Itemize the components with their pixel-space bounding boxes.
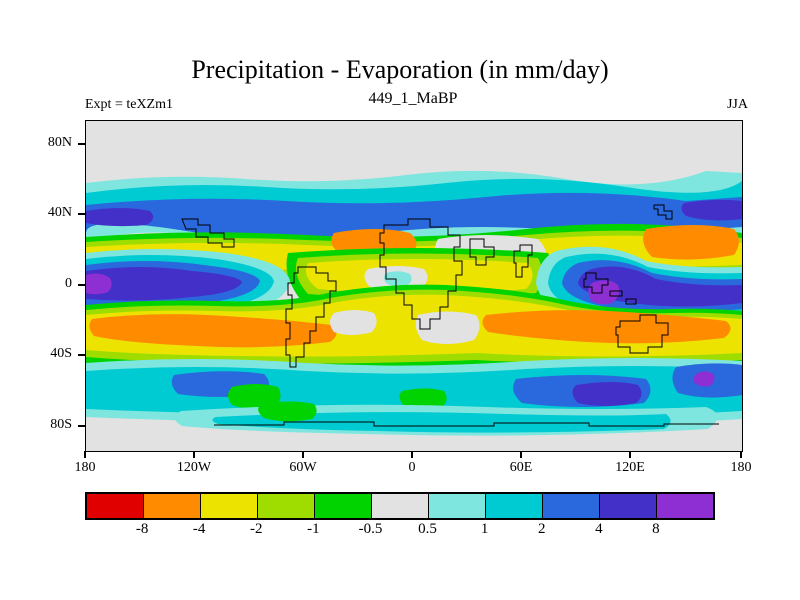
contour-band: [588, 280, 620, 305]
colorbar-tick-label: -2: [250, 521, 263, 537]
contour-band: [212, 412, 671, 433]
coastline-path: [513, 244, 533, 278]
lon-tick-mark: [629, 451, 631, 458]
coastline-path: [609, 290, 623, 297]
coastline-path: [285, 266, 337, 368]
contour-band: [578, 266, 742, 307]
lon-tick-label: 0: [408, 460, 416, 475]
lat-tick-mark: [78, 425, 85, 427]
contour-band: [681, 199, 742, 221]
colorbar-labels: -8 -4 -2 -1 -0.5 0.5 1 2 4 8: [85, 521, 713, 541]
contour-band: [86, 267, 242, 301]
lat-tick-label: 80S: [50, 417, 72, 432]
lon-tick-label: 60E: [509, 460, 533, 475]
longitude-axis: 180 120W 60W 0 60E 120E 180: [75, 451, 752, 481]
experiment-label: Expt = teXZm1: [85, 97, 173, 112]
colorbar-tick-label: 2: [537, 521, 546, 537]
coastline-path: [379, 218, 463, 330]
map-svg: [86, 170, 742, 436]
coastline-path: [615, 314, 669, 354]
colorbar-cell: [486, 494, 543, 518]
contour-band: [86, 208, 154, 227]
colorbar-cell: [543, 494, 600, 518]
lat-tick-mark: [78, 284, 85, 286]
contour-band: [399, 388, 447, 410]
lat-tick-label: 80N: [47, 135, 72, 150]
lat-tick-label: 40N: [47, 205, 72, 220]
contour-band: [693, 371, 715, 387]
lon-tick-mark: [520, 451, 522, 458]
colorbar-cell: [258, 494, 315, 518]
contour-band: [482, 310, 731, 344]
colorbar-cell: [600, 494, 657, 518]
coastline-path: [181, 218, 235, 248]
contour-band: [572, 382, 642, 406]
lat-tick-mark: [78, 143, 85, 145]
lon-tick-mark: [740, 451, 742, 458]
lon-tick-label: 120W: [176, 460, 212, 475]
lon-tick-mark: [302, 451, 304, 458]
lat-tick-label: 40S: [50, 346, 72, 361]
figure-subtitle: 449_1_MaBP: [368, 90, 458, 107]
coastline-path: [469, 238, 495, 266]
colorbar-tick-label: -4: [192, 521, 206, 537]
colorbar-tick-label: 0.5: [418, 521, 437, 537]
coastline-path: [583, 272, 609, 294]
coastline-path: [653, 204, 673, 220]
coastline-path: [214, 421, 719, 427]
colorbar-tick-label: 8: [652, 521, 660, 537]
lon-tick-label: 60W: [289, 460, 317, 475]
colorbar-tick-label: -8: [135, 521, 149, 537]
colorbar-cell: [201, 494, 258, 518]
lon-tick-label: 120E: [615, 460, 645, 475]
colorbar-tick-label: 4: [595, 521, 603, 537]
lon-tick-mark: [411, 451, 413, 458]
map-plot: [85, 120, 743, 452]
contour-band: [228, 384, 281, 409]
colorbar-cell: [87, 494, 144, 518]
lon-tick-label: 180: [730, 460, 752, 475]
contour-band: [415, 311, 480, 344]
lon-tick-mark: [193, 451, 195, 458]
contour-band: [330, 310, 377, 335]
contour-band: [384, 271, 412, 287]
lat-tick-mark: [78, 213, 85, 215]
colorbar: [85, 492, 715, 520]
colorbar-cell: [372, 494, 429, 518]
contour-band: [89, 314, 337, 348]
contour-band: [86, 273, 112, 295]
lat-tick-label: 0: [65, 276, 72, 291]
lon-tick-mark: [84, 451, 86, 458]
contour-band: [643, 225, 739, 260]
colorbar-tick-label: -0.5: [358, 521, 383, 537]
colorbar-cell: [657, 494, 713, 518]
colorbar-tick-label: 1: [480, 521, 489, 537]
lat-tick-mark: [78, 354, 85, 356]
colorbar-cell: [144, 494, 201, 518]
colorbar-cell: [315, 494, 372, 518]
figure-title: Precipitation - Evaporation (in mm/day): [191, 55, 609, 84]
colorbar-tick-label: -1: [307, 521, 320, 537]
colorbar-cell: [429, 494, 486, 518]
latitude-axis: 80N 40N 0 40S 80S: [0, 120, 85, 452]
lon-tick-label: 180: [74, 460, 96, 475]
contour-band: [258, 401, 317, 422]
season-label: JJA: [726, 97, 748, 112]
coastline-path: [625, 298, 637, 305]
